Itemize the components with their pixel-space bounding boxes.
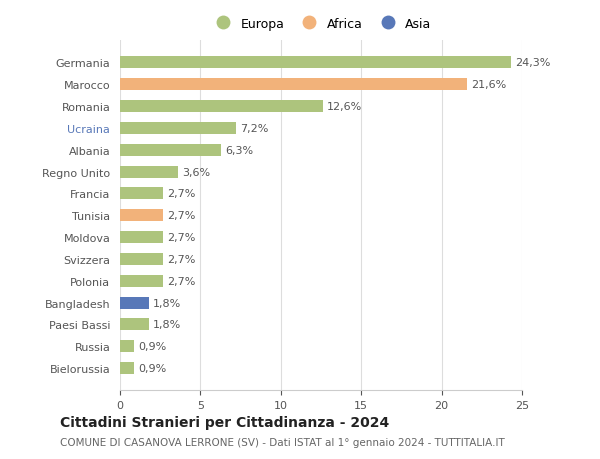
Text: 0,9%: 0,9% bbox=[139, 364, 167, 373]
Text: 1,8%: 1,8% bbox=[153, 298, 181, 308]
Text: 2,7%: 2,7% bbox=[167, 254, 196, 264]
Bar bbox=[120, 144, 221, 157]
Text: Cittadini Stranieri per Cittadinanza - 2024: Cittadini Stranieri per Cittadinanza - 2… bbox=[60, 415, 389, 429]
Bar bbox=[120, 188, 163, 200]
Text: 12,6%: 12,6% bbox=[326, 102, 362, 112]
Bar bbox=[120, 231, 163, 244]
Bar bbox=[120, 362, 134, 374]
Legend: Europa, Africa, Asia: Europa, Africa, Asia bbox=[205, 13, 436, 36]
Text: 7,2%: 7,2% bbox=[240, 123, 268, 134]
Text: 1,8%: 1,8% bbox=[153, 320, 181, 330]
Text: 21,6%: 21,6% bbox=[472, 80, 506, 90]
Bar bbox=[120, 275, 163, 287]
Text: 2,7%: 2,7% bbox=[167, 233, 196, 242]
Text: 24,3%: 24,3% bbox=[515, 58, 550, 68]
Bar bbox=[120, 79, 467, 91]
Bar bbox=[120, 123, 236, 134]
Text: 0,9%: 0,9% bbox=[139, 341, 167, 352]
Text: 3,6%: 3,6% bbox=[182, 167, 210, 177]
Bar bbox=[120, 253, 163, 265]
Bar bbox=[120, 166, 178, 178]
Text: 2,7%: 2,7% bbox=[167, 276, 196, 286]
Text: COMUNE DI CASANOVA LERRONE (SV) - Dati ISTAT al 1° gennaio 2024 - TUTTITALIA.IT: COMUNE DI CASANOVA LERRONE (SV) - Dati I… bbox=[60, 437, 505, 447]
Text: 6,3%: 6,3% bbox=[226, 146, 253, 155]
Bar bbox=[120, 210, 163, 222]
Bar bbox=[120, 297, 149, 309]
Bar bbox=[120, 341, 134, 353]
Bar bbox=[120, 101, 323, 113]
Bar bbox=[120, 57, 511, 69]
Text: 2,7%: 2,7% bbox=[167, 211, 196, 221]
Text: 2,7%: 2,7% bbox=[167, 189, 196, 199]
Bar bbox=[120, 319, 149, 330]
